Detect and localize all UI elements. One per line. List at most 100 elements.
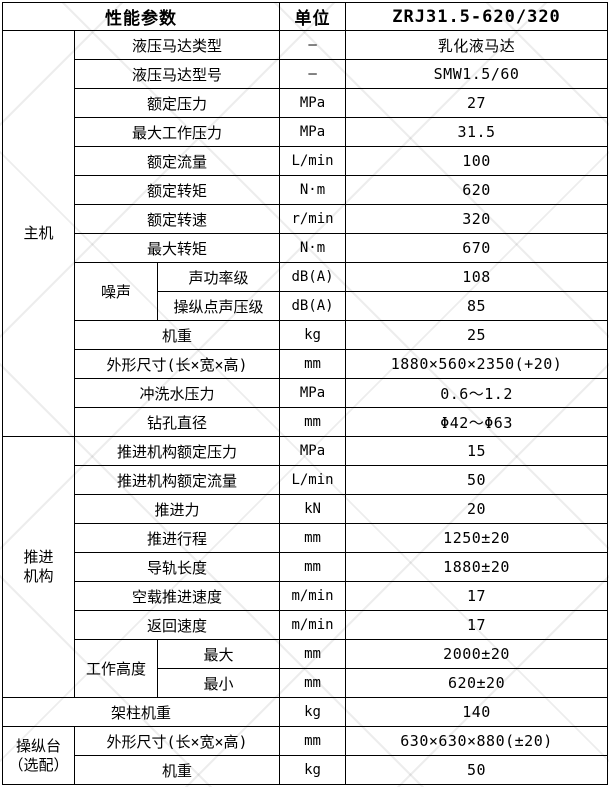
cell-unit: mm bbox=[279, 639, 347, 669]
table-row: 钻孔直径 mm Φ42～Φ63 bbox=[3, 407, 609, 437]
cell-unit: mm bbox=[279, 726, 347, 756]
cell-param: 额定流量 bbox=[73, 146, 281, 176]
cell-value: 1880×560×2350(+20) bbox=[345, 349, 609, 379]
cell-value: Φ42～Φ63 bbox=[345, 407, 609, 437]
cell-section: 操纵台 （选配） bbox=[2, 726, 75, 785]
cell-value: 140 bbox=[345, 697, 609, 727]
cell-param: 操纵点声压级 bbox=[156, 291, 281, 321]
cell-param: 推进机构额定流量 bbox=[73, 465, 281, 495]
cell-param: 额定转速 bbox=[73, 204, 281, 234]
cell-value: 50 bbox=[345, 755, 609, 785]
cell-param: 钻孔直径 bbox=[73, 407, 281, 437]
cell-unit: kg bbox=[279, 697, 347, 727]
cell-param: 液压马达类型 bbox=[73, 30, 281, 60]
cell-unit: L/min bbox=[279, 146, 347, 176]
cell-unit: MPa bbox=[279, 88, 347, 118]
cell-param: 冲洗水压力 bbox=[73, 378, 281, 408]
cell-value: 1880±20 bbox=[345, 552, 609, 582]
cell-param: 最大 bbox=[156, 639, 281, 669]
table-row: 工作高度 最大 mm 2000±20 bbox=[3, 639, 609, 698]
cell-param: 额定压力 bbox=[73, 88, 281, 118]
spec-table-body: 主机 液压马达类型 — 乳化液马达 液压马达型号 — SMW1.5/60 额定压力 MPa 27 最… bbox=[1, 30, 609, 785]
cell-param: 外形尺寸(长×宽×高) bbox=[73, 726, 281, 756]
cell-param: 架柱机重 bbox=[1, 697, 281, 727]
cell-value: 2000±20 bbox=[345, 639, 609, 669]
cell-unit: N·m bbox=[279, 175, 347, 205]
cell-unit: L/min bbox=[279, 465, 347, 495]
cell-param: 最大转矩 bbox=[73, 233, 281, 263]
table-row: 最大转矩 N·m 670 bbox=[3, 233, 609, 263]
cell-value: 20 bbox=[345, 494, 609, 524]
cell-value: 25 bbox=[345, 320, 609, 350]
cell-unit: m/min bbox=[279, 581, 347, 611]
cell-param: 工作高度 bbox=[74, 639, 158, 698]
cell-value: 31.5 bbox=[345, 117, 609, 147]
table-row: 返回速度 m/min 17 bbox=[3, 610, 609, 640]
header-model: ZRJ31.5-620/320 bbox=[345, 2, 609, 31]
table-row: 噪声 声功率级 dB(A) 108 bbox=[3, 262, 609, 321]
table-row: 机重 kg 25 bbox=[3, 320, 609, 350]
table-row: 液压马达型号 — SMW1.5/60 bbox=[3, 59, 609, 89]
table-row: 主机 液压马达类型 — 乳化液马达 bbox=[2, 30, 609, 437]
cell-unit: dB(A) bbox=[279, 262, 347, 292]
cell-unit: — bbox=[279, 59, 347, 89]
table-row: 架柱机重 kg 140 bbox=[1, 697, 609, 727]
table-row: 额定压力 MPa 27 bbox=[3, 88, 609, 118]
cell-value: SMW1.5/60 bbox=[345, 59, 609, 89]
cell-value: 630×630×880(±20) bbox=[345, 726, 609, 756]
table-row: 最小 mm 620±20 bbox=[3, 668, 609, 698]
cell-value: 27 bbox=[345, 88, 609, 118]
cell-value: 50 bbox=[345, 465, 609, 495]
cell-param: 机重 bbox=[73, 320, 281, 350]
header-unit: 单位 bbox=[279, 2, 347, 31]
cell-unit: — bbox=[279, 30, 347, 60]
cell-section: 主机 bbox=[2, 30, 75, 437]
cell-param: 最大工作压力 bbox=[73, 117, 281, 147]
header-performance-params: 性能参数 bbox=[1, 2, 281, 31]
cell-param: 导轨长度 bbox=[73, 552, 281, 582]
cell-value: 670 bbox=[345, 233, 609, 263]
table-row: 额定转速 r/min 320 bbox=[3, 204, 609, 234]
cell-value: 108 bbox=[345, 262, 609, 292]
cell-unit: N·m bbox=[279, 233, 347, 263]
cell-unit: r/min bbox=[279, 204, 347, 234]
cell-unit: kN bbox=[279, 494, 347, 524]
cell-value: 0.6～1.2 bbox=[345, 378, 609, 408]
cell-unit: mm bbox=[279, 407, 347, 437]
cell-param: 声功率级 bbox=[156, 262, 281, 292]
cell-param: 空载推进速度 bbox=[73, 581, 281, 611]
cell-unit: dB(A) bbox=[279, 291, 347, 321]
table-row: 额定转矩 N·m 620 bbox=[3, 175, 609, 205]
cell-value: 620±20 bbox=[345, 668, 609, 698]
cell-unit: MPa bbox=[279, 378, 347, 408]
cell-unit: kg bbox=[279, 755, 347, 785]
table-row: 推进行程 mm 1250±20 bbox=[3, 523, 609, 553]
cell-param: 最小 bbox=[156, 668, 281, 698]
cell-param: 液压马达型号 bbox=[73, 59, 281, 89]
cell-value: 15 bbox=[345, 436, 609, 466]
cell-unit: m/min bbox=[279, 610, 347, 640]
table-row: 最大工作压力 MPa 31.5 bbox=[3, 117, 609, 147]
table-row: 机重 kg 50 bbox=[3, 755, 609, 785]
cell-unit: MPa bbox=[279, 436, 347, 466]
cell-unit: MPa bbox=[279, 117, 347, 147]
table-row: 推进机构额定流量 L/min 50 bbox=[3, 465, 609, 495]
cell-param: 机重 bbox=[73, 755, 281, 785]
table-row: 操纵台 （选配） 外形尺寸(长×宽×高) mm 630×630×880(±20) bbox=[2, 726, 609, 785]
cell-param: 额定转矩 bbox=[73, 175, 281, 205]
cell-value: 1250±20 bbox=[345, 523, 609, 553]
cell-param: 推进机构额定压力 bbox=[73, 436, 281, 466]
table-row: 推进力 kN 20 bbox=[3, 494, 609, 524]
cell-param: 推进行程 bbox=[73, 523, 281, 553]
table-row: 外形尺寸(长×宽×高) mm 1880×560×2350(+20) bbox=[3, 349, 609, 379]
cell-unit: mm bbox=[279, 523, 347, 553]
cell-value: 17 bbox=[345, 610, 609, 640]
cell-value: 320 bbox=[345, 204, 609, 234]
cell-value: 620 bbox=[345, 175, 609, 205]
cell-param: 推进力 bbox=[73, 494, 281, 524]
cell-unit: mm bbox=[279, 349, 347, 379]
cell-unit: mm bbox=[279, 552, 347, 582]
table-row: 空载推进速度 m/min 17 bbox=[3, 581, 609, 611]
cell-unit: kg bbox=[279, 320, 347, 350]
